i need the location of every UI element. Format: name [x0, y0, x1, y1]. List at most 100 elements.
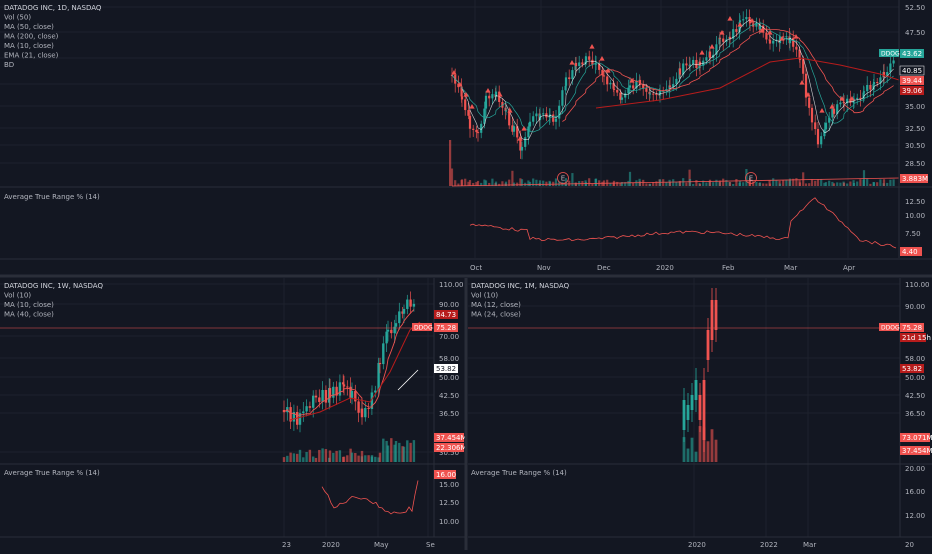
weekly-time-axis[interactable]: 23 2020 May Se	[282, 541, 435, 549]
monthly-atr-title[interactable]: Average True Range % (14)	[471, 469, 567, 477]
daily-time-axis[interactable]: Oct Nov Dec 2020 Feb Mar Apr	[470, 264, 855, 272]
ma-tag-b	[900, 76, 924, 85]
weekly-indicator-ma10[interactable]: MA (10, close)	[4, 301, 54, 309]
indicator-label-vol[interactable]: Vol (50)	[4, 14, 31, 22]
indicator-label-ma50[interactable]: MA (50, close)	[4, 23, 54, 31]
weekly-indicator-vol[interactable]: Vol (10)	[4, 292, 31, 300]
indicator-label-ma200[interactable]: MA (200, close)	[4, 33, 59, 41]
signal-arrow	[839, 96, 845, 101]
volume-bar	[318, 449, 321, 462]
time-tick: 23	[282, 541, 291, 549]
volume-bar	[308, 449, 312, 462]
weekly-price-axis[interactable]: 110.00 90.00 70.00 58.00 50.00 42.50 36.…	[439, 281, 464, 457]
monthly-time-axis[interactable]: 2020 2022 Mar 20	[688, 541, 914, 549]
volume-bar	[686, 448, 690, 462]
candle-body	[836, 104, 839, 114]
volume-bar	[457, 183, 460, 186]
volume-bar	[849, 181, 852, 186]
candle-body	[889, 63, 892, 73]
monthly-chart-pane[interactable]: DATADOG INC, 1M, NASDAQ Vol (10) MA (12,…	[468, 278, 932, 549]
volume-bar	[370, 455, 374, 462]
volume-bar	[814, 180, 817, 186]
volume-bar	[706, 441, 710, 462]
monthly-indicator-ma12[interactable]: MA (12, close)	[471, 301, 521, 309]
candle-body	[324, 389, 328, 403]
monthly-indicator-vol[interactable]: Vol (10)	[471, 292, 498, 300]
weekly-ma40-line	[289, 321, 421, 421]
candle-body	[715, 44, 718, 55]
signal-arrow	[463, 92, 469, 97]
volume-bar	[832, 183, 836, 186]
monthly-vol-tag-a-text: 73.071M	[902, 434, 932, 442]
time-tick: Oct	[470, 264, 482, 272]
earnings-marker-feb[interactable]: E	[745, 172, 757, 184]
time-tick: Mar	[803, 541, 816, 549]
time-tick: Se	[426, 541, 435, 549]
price-tick: 30.50	[905, 142, 925, 150]
indicator-label-ma10[interactable]: MA (10, close)	[4, 42, 54, 50]
weekly-chart-pane[interactable]: DATADOG INC, 1W, NASDAQ Vol (10) MA (10,…	[0, 278, 467, 549]
candle-body	[548, 116, 551, 118]
weekly-ma-tag-text: 84.73	[436, 311, 456, 319]
candle-body	[289, 407, 292, 422]
daily-price-axis[interactable]: 52.50 47.50 35.00 32.50 30.50 28.50	[898, 0, 925, 258]
candle-body	[484, 95, 488, 109]
candle-body	[808, 97, 811, 108]
volume-bar	[869, 183, 872, 186]
volume-bar	[542, 180, 545, 186]
indicator-label-ema21[interactable]: EMA (21, close)	[4, 52, 59, 60]
monthly-indicator-ma24[interactable]: MA (24, close)	[471, 311, 521, 319]
weekly-vol-tag-b-text: 22.306M	[436, 444, 467, 452]
volume-bar	[698, 183, 702, 186]
candle-body	[698, 395, 702, 420]
candle-body	[520, 146, 524, 151]
candle-body	[856, 97, 859, 99]
volume-bar	[698, 426, 702, 462]
volume-bar	[296, 453, 299, 462]
volume-bar	[350, 452, 354, 462]
weekly-indicator-ma40[interactable]: MA (40, close)	[4, 311, 54, 319]
candle-body	[872, 84, 875, 90]
candle-body	[390, 329, 393, 334]
signal-arrow	[699, 50, 705, 55]
volume-bar	[346, 455, 349, 462]
volume-bar	[584, 182, 588, 186]
candle-body	[675, 78, 678, 85]
weekly-ma-tag	[434, 310, 458, 319]
candle-body	[402, 308, 406, 314]
volume-bar	[839, 182, 842, 186]
candle-body	[802, 59, 805, 74]
volume-bar	[519, 178, 522, 186]
weekly-trendline-drawing[interactable]	[397, 369, 419, 391]
volume-bar	[574, 182, 578, 186]
atr-tick: 20.00	[905, 465, 925, 473]
indicator-label-bd[interactable]: BD	[4, 61, 14, 69]
ma10-line	[451, 19, 894, 140]
candle-body	[370, 392, 374, 394]
earnings-marker-nov[interactable]: E	[557, 172, 569, 184]
candle-body	[504, 107, 507, 111]
atr-tick: 12.50	[905, 198, 925, 206]
daily-atr-title[interactable]: Average True Range % (14)	[4, 193, 100, 201]
volume-bar	[401, 446, 404, 462]
volume-bar	[328, 450, 332, 462]
candle-body	[814, 122, 817, 130]
signal-arrow	[629, 78, 635, 83]
weekly-atr-title[interactable]: Average True Range % (14)	[4, 469, 100, 477]
price-tick: 52.50	[905, 4, 925, 12]
candle-body	[342, 384, 346, 387]
ma200-line	[595, 57, 900, 109]
monthly-ma-tag-text: 53.82	[902, 365, 922, 373]
volume-bar	[624, 182, 627, 186]
volume-bar	[688, 169, 691, 186]
candle-body	[627, 87, 630, 94]
daily-chart-pane[interactable]: E E DATADOG INC, 1D, NASDAQ Vol (50) MA …	[0, 0, 932, 272]
monthly-price-axis[interactable]: 110.00 90.00 58.00 50.00 42.50 36.50	[905, 281, 930, 418]
candle-body	[831, 108, 834, 118]
candle-body	[648, 91, 651, 94]
candle-body	[524, 137, 527, 147]
volume-bar	[658, 179, 662, 186]
volume-bar	[842, 182, 846, 186]
volume-bar	[782, 180, 785, 186]
